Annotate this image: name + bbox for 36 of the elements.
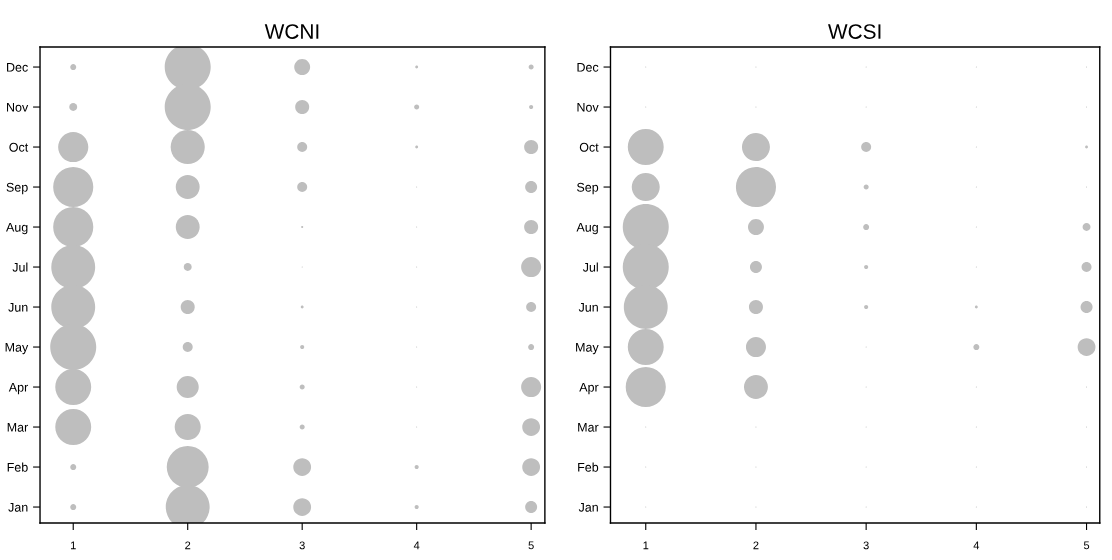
y-tick-label: Aug: [6, 222, 28, 235]
chart-title: WCNI: [264, 24, 319, 39]
y-tick-label: Dec: [577, 62, 599, 72]
x-tick-label: 5: [1083, 541, 1090, 550]
x-tick-label: 2: [753, 541, 759, 550]
y-tick-label: May: [5, 342, 29, 355]
x-tick-label: 3: [863, 541, 869, 550]
y-tick-label: Sep: [577, 182, 599, 195]
x-tick-label: 1: [643, 541, 649, 550]
y-tick-label: Sep: [6, 182, 28, 195]
x-tick-label: 2: [185, 541, 191, 550]
x-tick-label: 5: [528, 541, 534, 550]
y-tick-label: Apr: [579, 382, 599, 395]
y-tick-label: Nov: [577, 102, 599, 112]
y-tick-label: Oct: [9, 142, 29, 152]
x-tick-label: 4: [413, 541, 420, 550]
x-tick-label: 1: [70, 541, 76, 550]
y-tick-label: Jul: [582, 262, 598, 272]
x-tick-label: 3: [299, 541, 305, 550]
y-tick-label: May: [576, 342, 599, 355]
y-tick-label: Jan: [578, 502, 598, 512]
y-tick-label: Oct: [579, 142, 599, 152]
y-tick-label: Jan: [8, 502, 28, 512]
y-tick-label: Mar: [7, 422, 29, 432]
y-tick-label: Feb: [578, 462, 599, 472]
y-tick-label: Nov: [7, 102, 29, 112]
y-tick-label: Jun: [8, 302, 28, 312]
y-tick-label: Dec: [7, 62, 28, 72]
chart-title: WCSI: [828, 24, 881, 39]
y-tick-label: Jun: [578, 302, 598, 312]
y-tick-label: Jul: [12, 262, 28, 272]
y-tick-label: Mar: [578, 422, 599, 432]
y-tick-label: Apr: [8, 382, 29, 395]
x-tick-label: 4: [973, 541, 980, 550]
y-tick-label: Feb: [7, 462, 28, 472]
y-tick-label: Aug: [576, 222, 598, 235]
